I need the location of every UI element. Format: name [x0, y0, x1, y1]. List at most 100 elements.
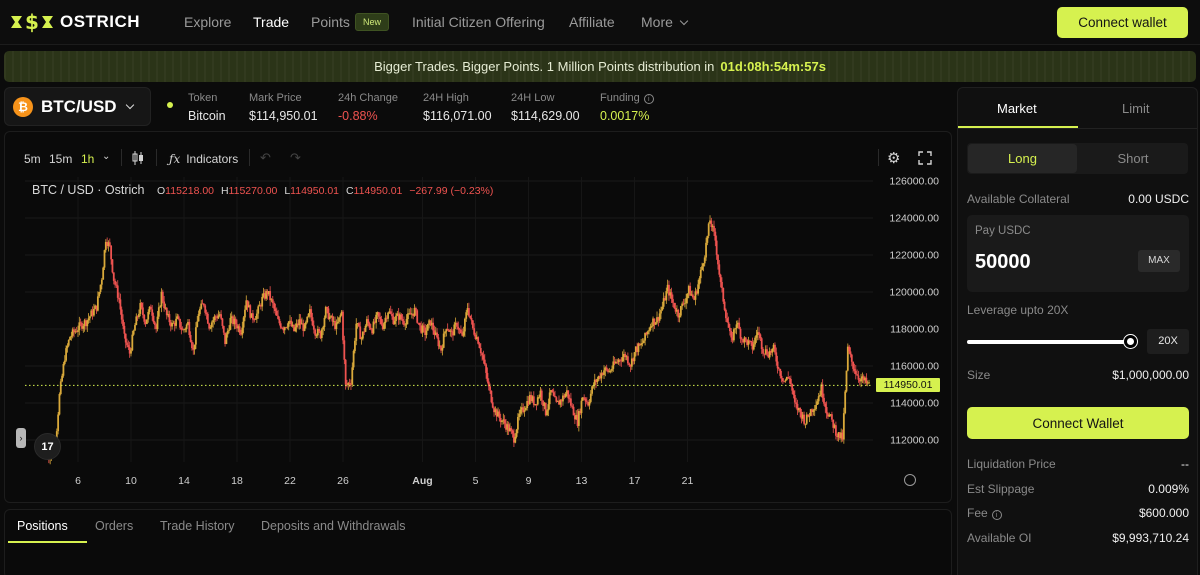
candle-body [283, 327, 286, 331]
leverage-slider-track[interactable] [967, 340, 1130, 344]
candle-body [682, 303, 685, 305]
candle-body [281, 327, 283, 329]
candle-body [605, 367, 608, 370]
pair-selector[interactable]: ₿ BTC/USD [4, 87, 151, 126]
candle-body [258, 305, 261, 307]
candle-body [824, 403, 827, 408]
timeframe-1h[interactable]: 1h [81, 152, 95, 166]
tab-orders[interactable]: Orders [95, 519, 134, 533]
candle-body [625, 356, 628, 358]
price-chart[interactable]: 126000.00 124000.00 122000.00 120000.00 1180… [5, 132, 952, 503]
drawing-panel-toggle[interactable]: › [16, 428, 26, 448]
indicators-button[interactable]: ƒx Indicators [169, 152, 238, 166]
leverage-slider-thumb[interactable] [1124, 335, 1137, 348]
slippage-value: 0.009% [1148, 482, 1189, 496]
tab-market[interactable]: Market [997, 101, 1037, 116]
candle-body [149, 306, 152, 310]
reset-scale-icon[interactable] [904, 474, 916, 486]
candle-body [746, 339, 749, 345]
candle-body [94, 305, 97, 310]
x-axis-tick-label: 9 [526, 475, 532, 487]
candle-body [748, 340, 751, 342]
candle-body [520, 407, 523, 410]
candle-body [646, 331, 649, 335]
candle-body [454, 322, 457, 325]
candle-body [501, 420, 503, 423]
undo-icon[interactable]: ↶ [260, 150, 271, 165]
banner-text: Bigger Trades. Bigger Points. 1 Million … [374, 59, 715, 74]
slippage-label: Est Slippage [967, 482, 1035, 496]
candle-body [600, 373, 603, 379]
stat-24h-low: 24H Low $114,629.00 [511, 92, 580, 123]
nav-initial-citizen-offering[interactable]: Initial Citizen Offering [412, 14, 545, 30]
candle-body [560, 399, 563, 402]
long-button[interactable]: Long [968, 144, 1077, 173]
info-icon[interactable]: i [643, 94, 654, 104]
settings-icon[interactable]: ⚙ [887, 150, 901, 167]
tab-deposits-withdrawals[interactable]: Deposits and Withdrawals [261, 519, 406, 533]
redo-icon[interactable]: ↷ [290, 150, 301, 165]
max-button[interactable]: MAX [1138, 250, 1180, 272]
candle-body [661, 306, 664, 311]
size-label: Size [967, 368, 991, 382]
candle-body [131, 334, 134, 351]
candle-body [800, 411, 803, 419]
candle-body [106, 241, 109, 246]
short-button[interactable]: Short [1117, 151, 1149, 166]
candle-body [63, 360, 66, 364]
nav-trade[interactable]: Trade [253, 14, 290, 30]
candle-body [361, 331, 364, 339]
candle-body [176, 316, 179, 319]
nav-explore[interactable]: Explore [184, 14, 232, 30]
pay-amount-input[interactable] [975, 247, 1125, 277]
candle-body [277, 315, 279, 319]
candle-body [302, 323, 305, 331]
info-icon[interactable]: i [991, 510, 1002, 520]
candle-body [147, 311, 150, 320]
tab-positions[interactable]: Positions [17, 519, 68, 533]
nav-points[interactable]: Points [311, 14, 350, 30]
candle-body [603, 370, 605, 375]
pay-input-box: Pay USDC MAX [967, 215, 1189, 292]
candle-body [90, 310, 93, 317]
candle-body [234, 318, 237, 325]
candle-body [612, 361, 615, 369]
candle-body [717, 254, 719, 265]
candle-body [253, 319, 256, 321]
timeframe-15m[interactable]: 15m [49, 152, 73, 166]
connect-wallet-main-button[interactable]: Connect Wallet [967, 407, 1189, 439]
timeframe-chevron-down-icon[interactable]: ⌄ [102, 151, 111, 162]
x-axis-tick-label: 17 [629, 475, 641, 487]
candle-body [275, 310, 278, 316]
candle-body [241, 327, 244, 335]
candle-body [669, 292, 672, 296]
candle-body [233, 318, 236, 325]
candle-body [486, 372, 489, 382]
candle-body [128, 347, 131, 354]
candle-body [813, 409, 816, 411]
ohlc-low-key: L [284, 185, 291, 197]
connect-wallet-button[interactable]: Connect wallet [1057, 7, 1188, 38]
tab-limit[interactable]: Limit [1122, 101, 1150, 116]
nav-more[interactable]: More [641, 14, 689, 30]
leverage-value-box[interactable]: 20X [1147, 329, 1189, 354]
candle-body [377, 312, 380, 317]
chevron-down-icon [679, 16, 689, 26]
candle-body [695, 291, 698, 294]
tradingview-logo-icon[interactable]: 17 [34, 433, 61, 460]
candles-icon[interactable] [131, 150, 145, 166]
candle-body [307, 313, 310, 317]
tab-trade-history[interactable]: Trade History [160, 519, 235, 533]
brand-logo[interactable]: $ OSTRICH [10, 10, 140, 34]
candle-body [482, 355, 485, 360]
candle-body [323, 317, 326, 328]
candle-body [555, 397, 558, 402]
timeframe-5m[interactable]: 5m [24, 152, 41, 166]
candle-body [126, 342, 128, 346]
nav-affiliate[interactable]: Affiliate [569, 14, 615, 30]
candle-body [294, 327, 297, 332]
candle-body [491, 402, 494, 408]
candle-body [67, 340, 70, 346]
fullscreen-icon[interactable] [918, 151, 932, 165]
candle-body [729, 327, 731, 332]
